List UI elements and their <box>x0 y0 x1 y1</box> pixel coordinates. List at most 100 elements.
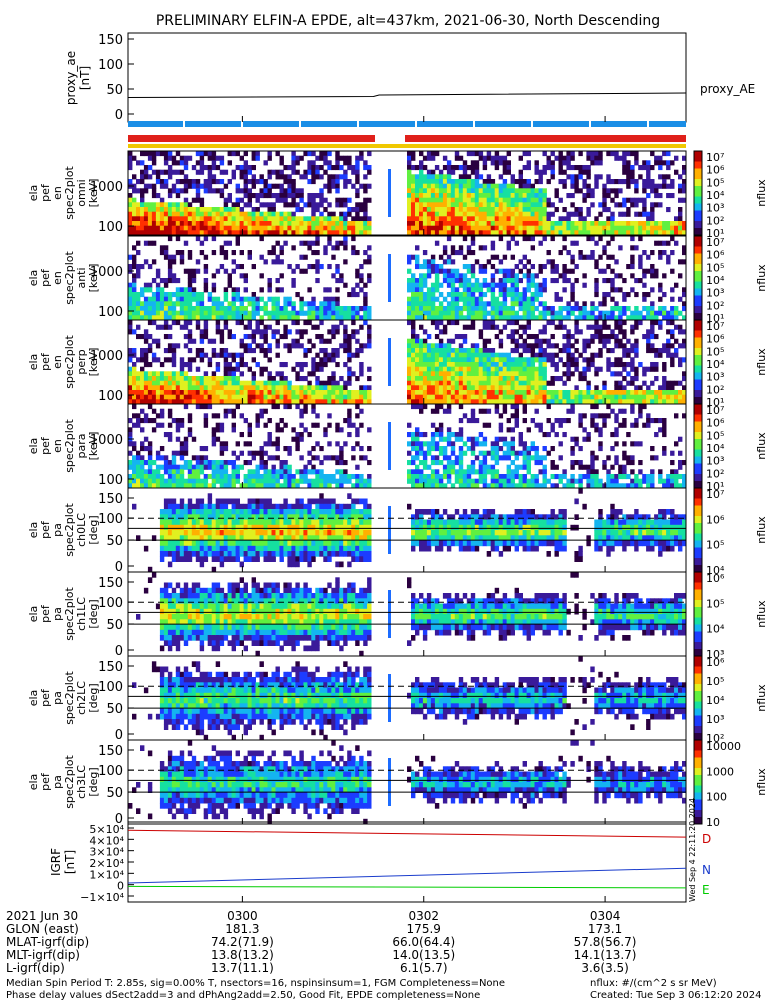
spectrogram-cell <box>275 436 280 442</box>
colorbar-segment <box>694 362 702 366</box>
spectrogram-cell <box>542 371 547 377</box>
spectrogram-cell <box>163 371 169 377</box>
spectrogram-cell <box>319 338 324 344</box>
spectrogram-cell <box>279 197 284 203</box>
spectrogram-cell <box>299 329 304 335</box>
spectrogram-cell <box>674 399 679 405</box>
spectrogram-cell <box>562 216 567 222</box>
spectrogram-cell <box>251 474 256 480</box>
spectrogram-cell <box>442 155 448 161</box>
spectrogram-cell <box>422 264 428 270</box>
spectrogram-cell <box>271 329 276 335</box>
spectrogram-cell <box>136 455 141 461</box>
spectrogram-cell <box>470 292 476 298</box>
spectrogram-cell <box>239 371 244 377</box>
spectrogram-cell <box>478 282 484 288</box>
spectrogram-cell <box>546 221 551 227</box>
spectrogram-cell <box>299 469 304 475</box>
spectrogram-cell <box>506 352 511 358</box>
spectrogram-cell <box>538 264 543 270</box>
spectrogram-cell <box>355 211 360 217</box>
spectrogram-cell <box>618 385 623 391</box>
spectrogram-cell <box>299 422 304 428</box>
spectrogram-cell <box>434 278 440 284</box>
spectrogram-cell <box>562 160 567 166</box>
spectrogram-cell <box>646 169 651 175</box>
spectrogram-cell <box>442 446 448 452</box>
spectrogram-cell <box>419 404 424 410</box>
spectrogram-cell <box>438 282 444 288</box>
spectrogram-cell <box>438 329 444 335</box>
colorbar-segment <box>694 390 702 394</box>
spectrogram-cell <box>307 221 312 227</box>
spectrogram-cell <box>223 254 229 260</box>
spectrogram-cell <box>506 399 511 405</box>
spectrogram-cell <box>574 324 579 330</box>
spectrogram-cell <box>227 474 232 480</box>
spectrogram-cell <box>195 469 201 475</box>
spectrogram-cell <box>159 399 165 405</box>
spectrogram-cell <box>642 315 647 321</box>
spectrogram-cell <box>163 230 169 236</box>
spectrogram-cell <box>562 306 567 312</box>
spectrogram-cell <box>650 362 655 368</box>
spectrogram-cell <box>147 450 153 456</box>
colorbar-segment <box>694 302 702 307</box>
spectrogram-cell <box>223 366 229 372</box>
spectrogram-cell <box>411 390 416 396</box>
spectrogram-cell <box>239 338 244 344</box>
spectrogram-cell <box>434 296 440 302</box>
colorbar-segment <box>694 228 702 232</box>
spectrogram-cell <box>430 460 436 466</box>
spectrogram-cell <box>454 225 460 231</box>
spectrogram-cell <box>199 399 205 405</box>
spectrogram-cell <box>566 193 571 199</box>
spectrogram-cell <box>219 352 225 358</box>
spectrogram-cell <box>482 278 488 284</box>
colorbar-segment <box>694 175 702 180</box>
spectrogram-cell <box>187 292 193 298</box>
spectrogram-cell <box>215 376 221 382</box>
spectrogram-cell <box>494 188 500 194</box>
spectrogram-cell <box>159 245 165 251</box>
spectrogram-cell <box>335 352 340 358</box>
spectrogram-cell <box>666 315 671 321</box>
spectrogram-cell <box>359 225 364 231</box>
spectrogram-cell <box>247 310 252 316</box>
spectrogram-cell <box>307 371 312 377</box>
spectrogram-cell <box>128 366 133 372</box>
spectrogram-cell <box>407 151 412 157</box>
spectrogram-cell <box>550 264 555 270</box>
spectrogram-cell <box>598 394 603 400</box>
spectrogram-cell <box>355 250 360 256</box>
spectrogram-cell <box>518 193 523 199</box>
spectrogram-cell <box>183 306 189 312</box>
colorbar-segment <box>694 383 702 387</box>
spectrogram-cell <box>132 446 137 452</box>
spectrogram-cell <box>355 306 360 312</box>
spectrogram-cell <box>323 216 328 222</box>
spectrogram-cell <box>147 362 153 368</box>
spectrogram-cell <box>490 254 496 260</box>
spectrogram-cell <box>415 483 420 489</box>
spectrogram-cell <box>446 343 452 349</box>
colorbar-segment <box>694 348 702 352</box>
spectrogram-cell <box>666 160 671 166</box>
spectrogram-cell <box>518 366 523 372</box>
spectrogram-cell <box>650 334 655 340</box>
spectrogram-cell <box>199 352 205 358</box>
spectrogram-cell <box>526 399 531 405</box>
spectrogram-cell <box>219 376 225 382</box>
spectrogram-cell <box>522 315 527 321</box>
spectrogram-cell <box>147 183 153 189</box>
spectrogram-cell <box>235 240 240 246</box>
spectrogram-cell <box>622 292 627 298</box>
spectrogram-cell <box>143 169 149 175</box>
colorbar-segment <box>694 214 702 218</box>
spectrogram-cell <box>271 301 276 307</box>
spectrogram-cell <box>163 207 169 213</box>
spectrogram-cell <box>430 188 436 194</box>
spectrogram-cell <box>359 385 364 391</box>
spectrogram-cell <box>263 399 268 405</box>
spectrogram-cell <box>299 399 304 405</box>
